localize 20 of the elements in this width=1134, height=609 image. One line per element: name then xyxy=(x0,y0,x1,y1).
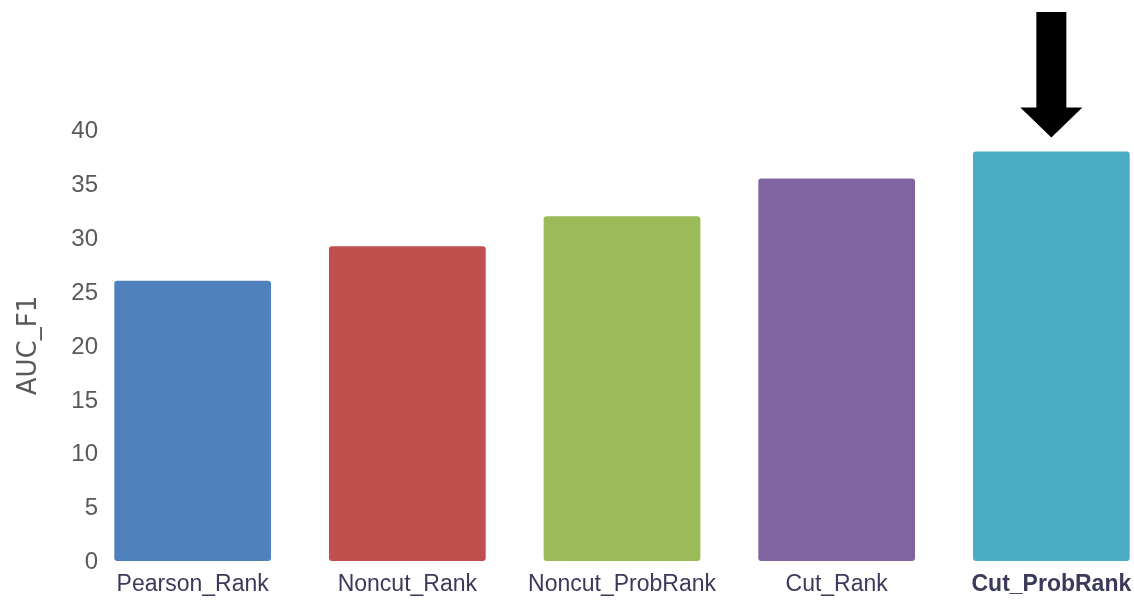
y-tick-label: 30 xyxy=(71,223,98,251)
y-axis-title: AUC_F1 xyxy=(12,295,42,396)
y-tick-label: 0 xyxy=(84,547,98,575)
x-tick-label: Cut_Rank xyxy=(785,570,889,597)
y-tick-label: 5 xyxy=(84,493,98,521)
bar xyxy=(543,216,701,561)
x-tick-label: Cut_ProbRank xyxy=(971,570,1132,597)
y-tick-label: 15 xyxy=(71,385,98,413)
bar xyxy=(758,178,916,561)
x-tick-label: Noncut_Rank xyxy=(337,570,478,597)
x-tick-label: Noncut_ProbRank xyxy=(528,570,717,597)
y-tick-label: 20 xyxy=(71,331,98,359)
bar xyxy=(114,280,272,561)
y-tick-label: 10 xyxy=(71,439,98,467)
bar xyxy=(328,246,486,561)
x-tick-label: Pearson_Rank xyxy=(116,570,270,597)
bar xyxy=(972,151,1130,561)
y-tick-label: 40 xyxy=(71,116,98,144)
y-tick-label: 25 xyxy=(71,277,98,305)
y-tick-label: 35 xyxy=(71,170,98,198)
